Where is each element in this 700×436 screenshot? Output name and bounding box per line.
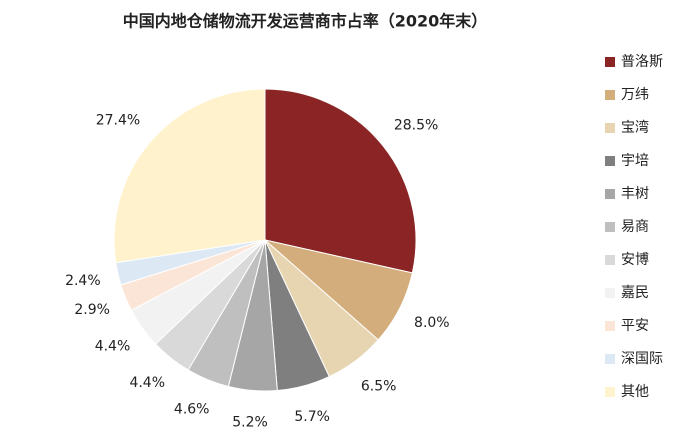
data-label: 4.4% <box>95 339 131 355</box>
data-label: 27.4% <box>96 113 140 129</box>
legend-swatch <box>605 123 615 133</box>
legend-label: 丰树 <box>621 186 649 202</box>
legend-label: 普洛斯 <box>621 54 663 70</box>
data-label: 4.6% <box>174 401 210 417</box>
pie-slice <box>113 88 266 264</box>
legend-swatch <box>605 156 615 166</box>
data-label: 5.2% <box>232 414 268 430</box>
legend-swatch <box>605 321 615 331</box>
legend-label: 其他 <box>621 384 649 400</box>
legend-swatch <box>605 255 615 265</box>
data-label: 8.0% <box>414 315 450 331</box>
legend-label: 宇培 <box>621 153 649 169</box>
legend-swatch <box>605 90 615 100</box>
legend-swatch <box>605 57 615 67</box>
legend-swatch <box>605 222 615 232</box>
legend-label: 宝湾 <box>621 119 649 136</box>
legend-label: 万纬 <box>621 87 649 103</box>
legend-label: 嘉民 <box>621 285 649 301</box>
pie-slice <box>264 88 417 274</box>
data-label: 28.5% <box>394 118 438 134</box>
legend-label: 安博 <box>621 251 649 268</box>
legend-label: 易商 <box>621 219 649 235</box>
legend-swatch <box>605 354 615 364</box>
chart-title: 中国内地仓储物流开发运营商市占率（2020年末） <box>123 12 488 31</box>
data-label: 5.7% <box>294 409 330 425</box>
data-label: 2.4% <box>65 273 101 289</box>
data-label: 6.5% <box>361 378 397 394</box>
data-label: 4.4% <box>129 375 165 391</box>
legend-label: 深国际 <box>621 351 663 367</box>
legend-swatch <box>605 189 615 199</box>
legend-swatch <box>605 387 615 397</box>
data-label: 2.9% <box>74 302 110 318</box>
legend-swatch <box>605 288 615 298</box>
legend-label: 平安 <box>621 318 649 334</box>
